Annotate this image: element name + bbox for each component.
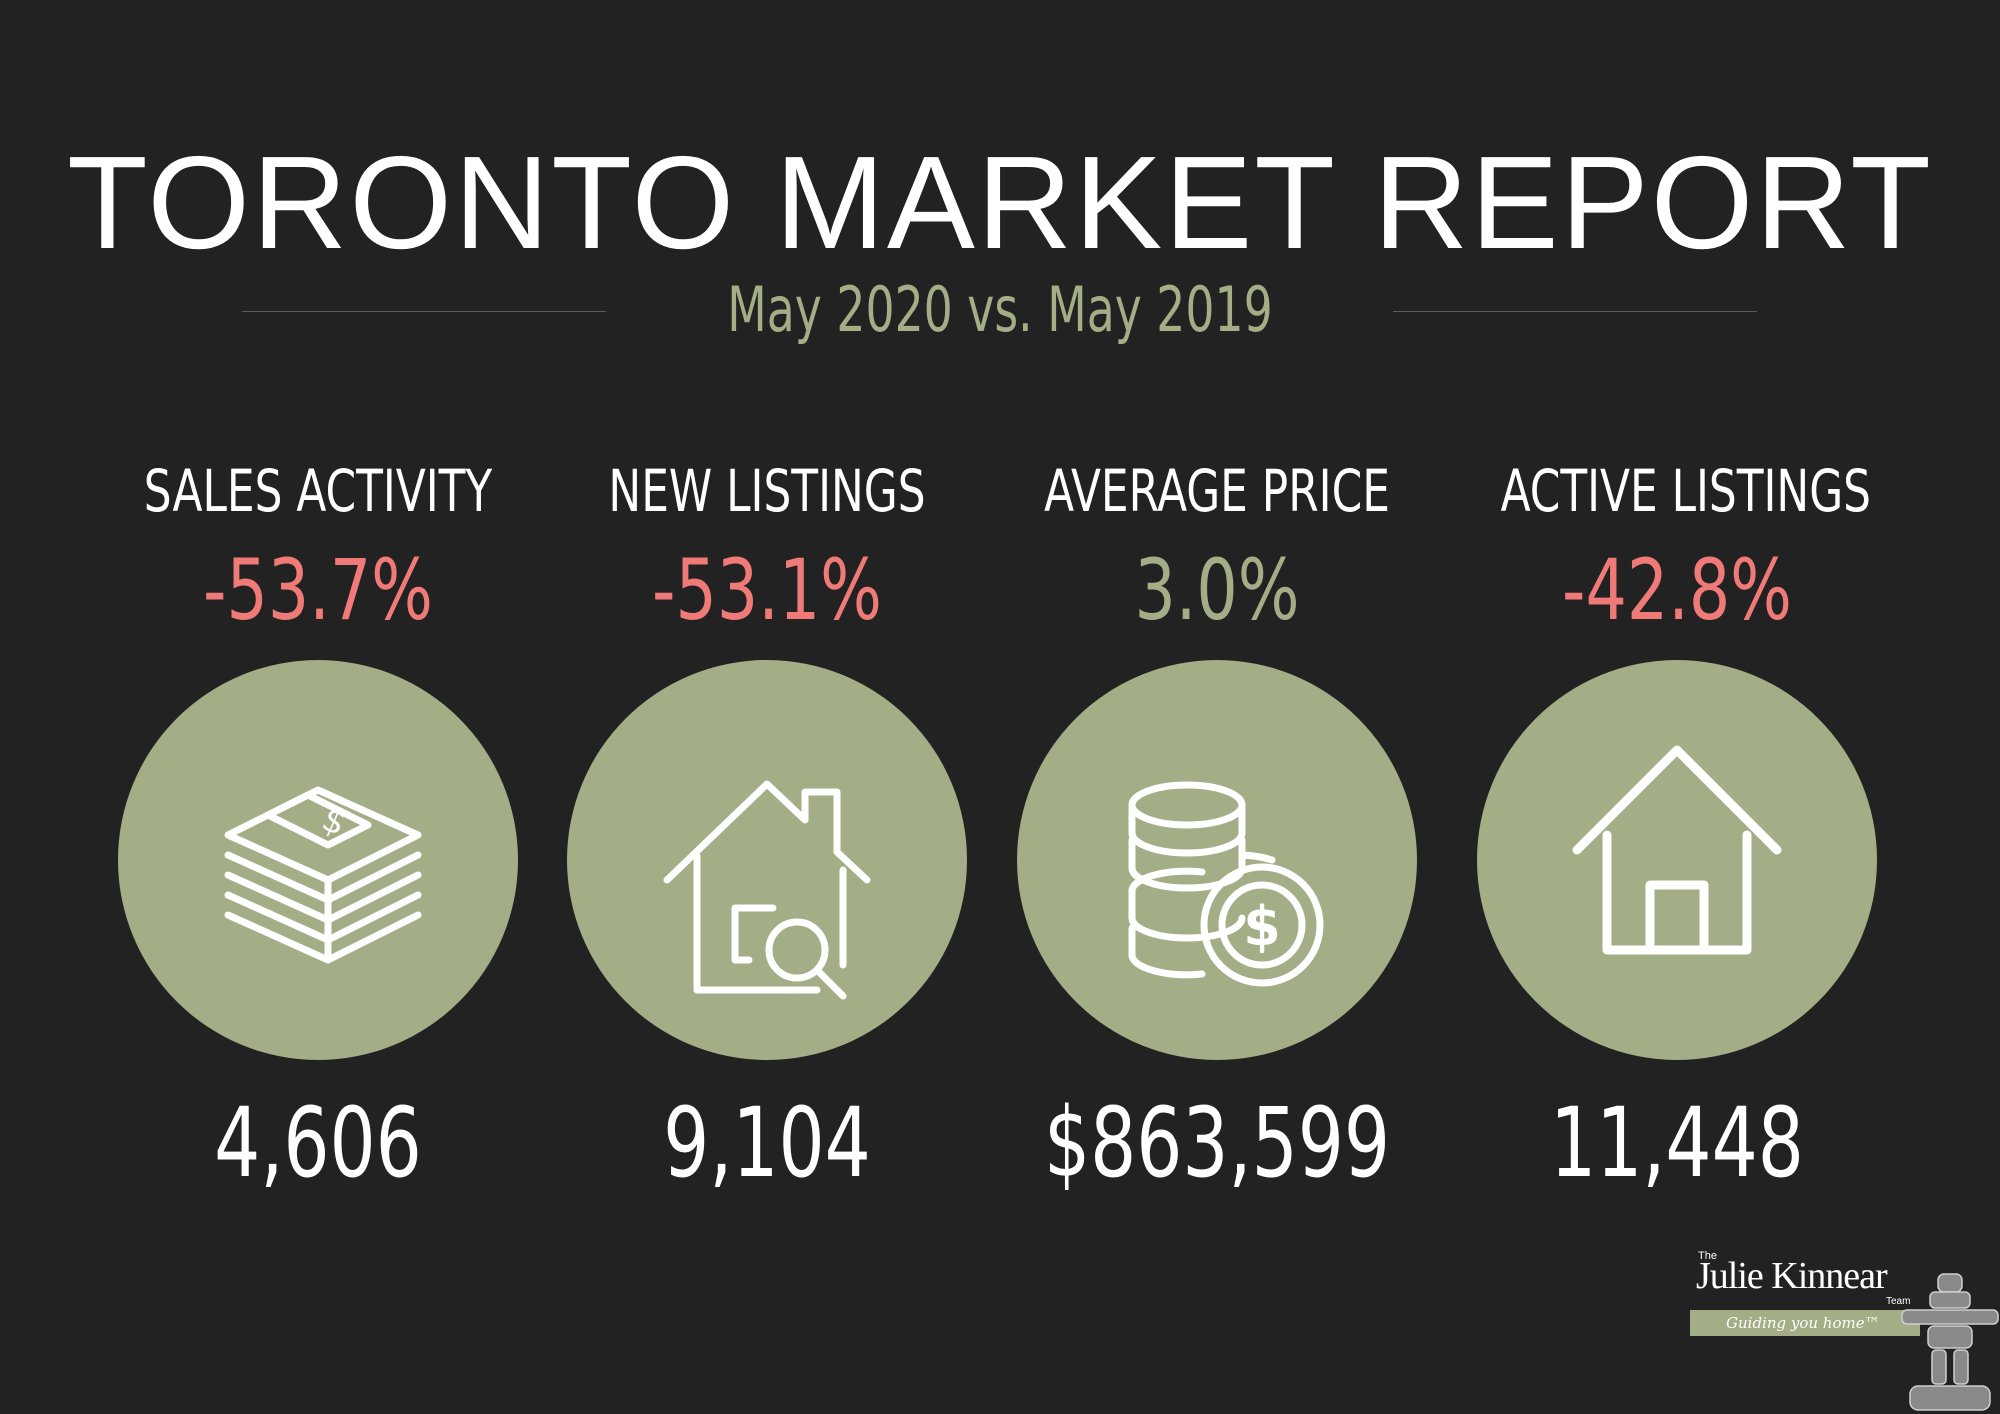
stat-label: ACTIVE LISTINGS <box>1500 457 1872 525</box>
stat-icon-circle <box>1477 660 1877 1060</box>
logo-name: Julie Kinnear <box>1696 1255 1888 1297</box>
svg-text:$: $ <box>1243 895 1281 958</box>
stat-icon-circle <box>567 660 967 1060</box>
stat-sales-activity: SALES ACTIVITY -53.7% $ 4,606 <box>108 440 528 1200</box>
subtitle-divider-left <box>242 311 606 312</box>
subtitle-row: May 2020 vs. May 2019 <box>0 270 2000 350</box>
stat-value: $863,599 <box>1043 1087 1391 1199</box>
logo-prefix: The <box>1698 1250 1717 1262</box>
house-search-icon <box>663 780 871 1000</box>
logo-tagline-band: Guiding you home™ <box>1690 1310 1920 1336</box>
money-stack-icon: $ <box>224 786 422 964</box>
report-period: May 2020 vs. May 2019 <box>727 273 1273 346</box>
stat-value: 4,606 <box>214 1087 422 1199</box>
stat-icon-circle: $ <box>1017 660 1417 1060</box>
coins-dollar-icon: $ <box>1128 781 1324 987</box>
stat-change: -53.7% <box>203 541 433 639</box>
stat-value: 9,104 <box>663 1087 871 1199</box>
stat-active-listings: ACTIVE LISTINGS -42.8% 11,448 <box>1467 440 1887 1200</box>
stat-label: NEW LISTINGS <box>608 457 926 525</box>
stat-change: 3.0% <box>1134 541 1300 639</box>
subtitle-divider-right <box>1393 311 1757 312</box>
inukshuk-icon <box>1901 1273 1999 1411</box>
stat-label: SALES ACTIVITY <box>143 457 493 525</box>
stat-change: -53.1% <box>652 541 882 639</box>
page-title: TORONTO MARKET REPORT <box>67 129 1933 276</box>
stat-new-listings: NEW LISTINGS -53.1% 9,104 <box>557 440 977 1200</box>
house-icon <box>1572 745 1782 955</box>
stat-average-price: AVERAGE PRICE 3.0% $ $863,599 <box>1007 440 1427 1200</box>
logo-suffix: Team <box>1886 1296 1911 1307</box>
brand-logo: The Julie Kinnear Team Guiding you home™ <box>1690 1250 2000 1414</box>
stat-label: AVERAGE PRICE <box>1044 457 1390 525</box>
logo-tagline: Guiding you home™ <box>1726 1314 1880 1332</box>
stat-change: -42.8% <box>1562 541 1792 639</box>
stat-value: 11,448 <box>1550 1087 1804 1199</box>
stat-icon-circle: $ <box>118 660 518 1060</box>
